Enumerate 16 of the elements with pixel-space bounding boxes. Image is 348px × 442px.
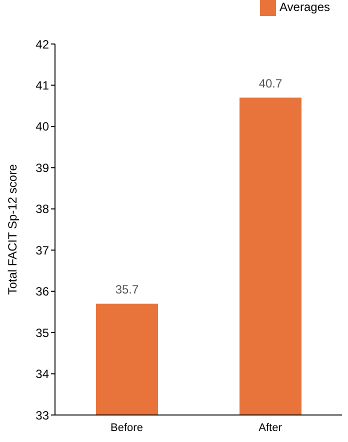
- y-tick-label: 42: [36, 37, 50, 52]
- x-tick-label: Before: [110, 422, 143, 434]
- y-tick-label: 41: [36, 78, 50, 92]
- y-tick-label: 37: [36, 243, 50, 258]
- y-tick-label: 36: [36, 284, 50, 299]
- y-tick-label: 34: [36, 367, 50, 382]
- data-label: 35.7: [115, 282, 139, 297]
- data-label: 40.7: [258, 76, 282, 91]
- y-tick-label: 35: [36, 326, 50, 340]
- legend-label: Averages: [280, 0, 330, 14]
- y-tick-label: 40: [36, 120, 50, 134]
- x-tick-label: After: [258, 422, 282, 434]
- y-tick-label: 33: [36, 408, 50, 422]
- y-axis-title: Total FACIT Sp-12 score: [5, 164, 20, 295]
- y-tick-label: 38: [36, 202, 50, 216]
- y-tick-label: 39: [36, 160, 50, 175]
